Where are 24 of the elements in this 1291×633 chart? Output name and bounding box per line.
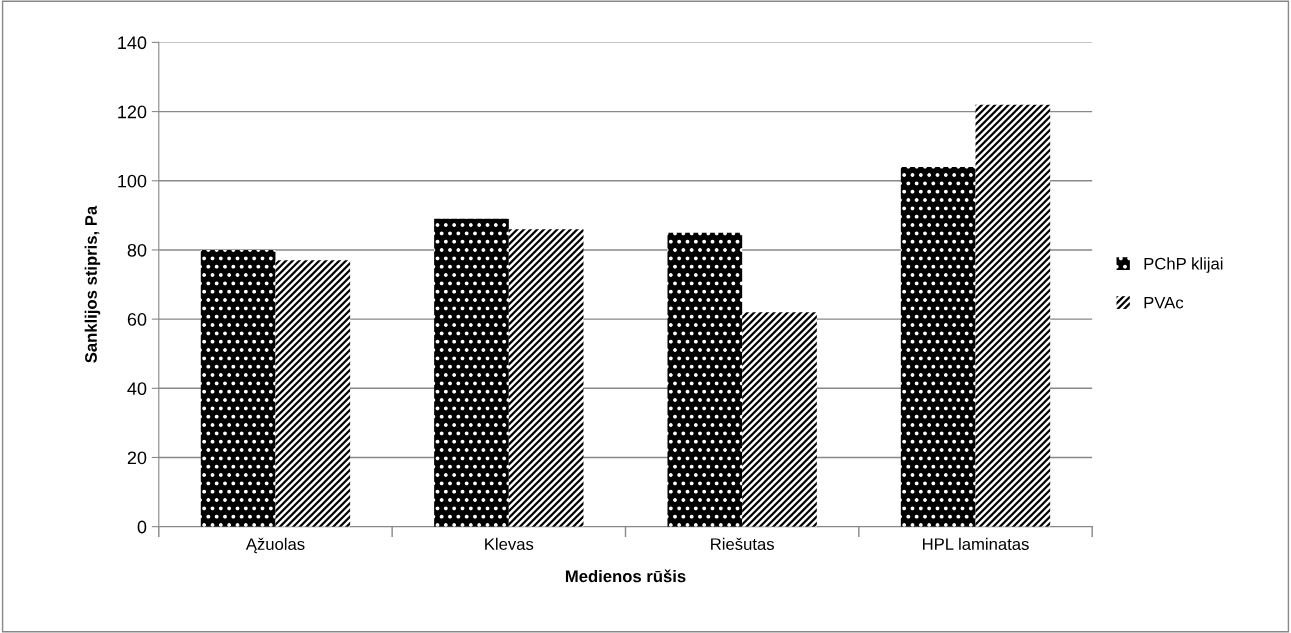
legend-label: PVAc (1144, 296, 1184, 309)
x-tick-label: Riešutas (711, 537, 774, 551)
y-tick-label: 80 (127, 243, 147, 257)
bar (508, 229, 584, 527)
y-tick-label: 0 (137, 520, 147, 534)
x-axis-title: Medienos rūšis (565, 569, 686, 583)
legend-label: PChP klijai (1144, 257, 1223, 273)
bar (742, 312, 817, 527)
y-tick-label: 120 (118, 105, 147, 119)
bar (200, 249, 276, 527)
x-tick-label: Ąžuolas (245, 537, 305, 554)
x-tick-label: HPL laminatas (923, 537, 1029, 551)
bar (434, 218, 509, 527)
bar (667, 232, 743, 527)
x-tick-label: Klevas (485, 537, 534, 551)
y-tick-label: 60 (127, 313, 147, 326)
y-axis-title: Sanklijos stipris, Pa (84, 205, 101, 363)
bar (975, 104, 1051, 527)
bar (900, 166, 976, 527)
y-tick-label: 100 (118, 174, 147, 188)
bar (275, 260, 351, 527)
y-tick-label: 40 (127, 382, 147, 396)
y-tick-label: 20 (127, 451, 147, 465)
y-tick-label: 140 (118, 36, 147, 50)
